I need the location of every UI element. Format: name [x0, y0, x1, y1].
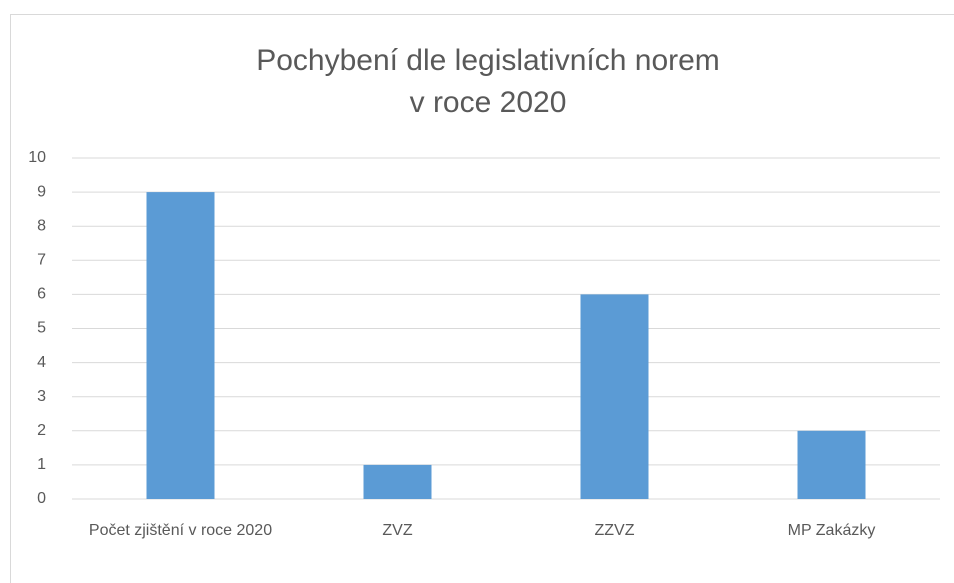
bar [146, 192, 215, 499]
chart-title: Pochybení dle legislativních norem [256, 44, 720, 77]
chart-title: v roce 2020 [410, 86, 567, 119]
x-tick-label: MP Zakázky [787, 522, 876, 539]
y-tick-label: 3 [37, 388, 46, 405]
y-tick-label: 2 [37, 422, 46, 439]
x-tick-label: Počet zjištění v roce 2020 [88, 522, 273, 539]
y-tick-label: 0 [37, 490, 46, 507]
y-tick-label: 9 [37, 183, 46, 200]
bar [797, 430, 866, 499]
y-tick-label: 10 [28, 149, 46, 166]
x-tick-label: ZVZ [382, 522, 413, 539]
y-tick-label: 7 [37, 252, 46, 269]
bar [580, 294, 649, 499]
bar [363, 464, 432, 499]
y-tick-label: 1 [37, 456, 46, 473]
y-tick-label: 4 [37, 354, 46, 371]
y-tick-label: 5 [37, 320, 46, 337]
chart-border [10, 14, 954, 583]
x-tick-label: ZZVZ [594, 522, 635, 539]
y-tick-label: 8 [37, 217, 46, 234]
y-tick-label: 6 [37, 286, 46, 303]
